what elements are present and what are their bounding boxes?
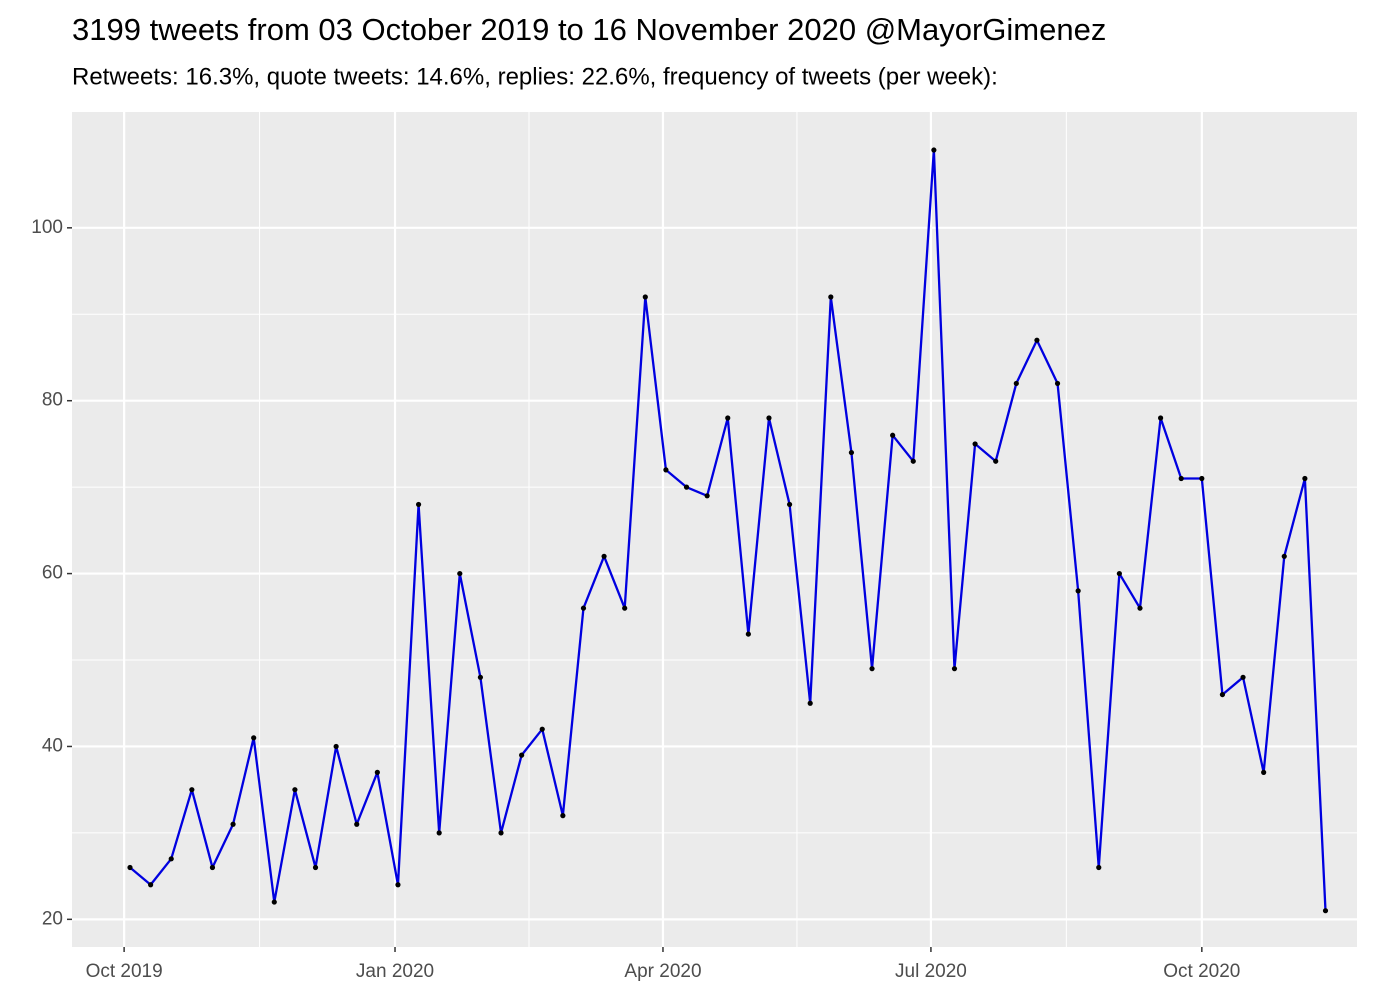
- y-tick-label: 20: [42, 908, 63, 929]
- data-point: [1096, 864, 1102, 871]
- data-point: [168, 856, 174, 862]
- x-tick-label: Jan 2020: [356, 961, 434, 982]
- data-point: [230, 821, 236, 827]
- data-point: [972, 441, 978, 447]
- data-point: [890, 432, 896, 438]
- data-point: [1157, 415, 1164, 421]
- data-point: [1261, 769, 1267, 775]
- plot-panel: [72, 112, 1357, 947]
- data-point: [1013, 380, 1019, 387]
- data-point: [354, 821, 360, 827]
- data-point: [601, 553, 607, 559]
- y-tick-label: 40: [42, 735, 63, 756]
- data-point: [477, 674, 484, 680]
- data-point: [148, 882, 154, 888]
- data-point: [395, 882, 401, 888]
- data-point: [642, 294, 648, 300]
- data-point: [725, 415, 731, 421]
- data-point: [951, 666, 958, 672]
- data-point: [1116, 570, 1122, 577]
- data-point: [374, 769, 380, 775]
- data-point: [1281, 553, 1287, 559]
- data-point: [786, 501, 793, 508]
- x-tick-label: Apr 2020: [624, 961, 701, 982]
- data-point: [415, 501, 422, 508]
- y-tick-label: 60: [42, 563, 63, 584]
- data-point: [457, 570, 463, 577]
- data-point: [993, 458, 999, 464]
- y-tick-label: 80: [42, 390, 63, 411]
- data-point: [1219, 691, 1226, 698]
- data-point: [745, 631, 751, 637]
- data-point: [127, 864, 133, 871]
- data-point: [1137, 605, 1143, 611]
- data-point: [333, 743, 339, 750]
- chart-subtitle: Retweets: 16.3%, quote tweets: 14.6%, re…: [72, 63, 998, 90]
- data-point: [931, 147, 937, 153]
- x-tick-label: Oct 2019: [86, 961, 163, 982]
- data-point: [910, 458, 916, 464]
- data-point: [519, 752, 525, 758]
- data-point: [251, 735, 257, 741]
- data-point: [1199, 475, 1205, 482]
- data-point: [622, 605, 628, 611]
- data-point: [1302, 475, 1308, 482]
- chart-title: 3199 tweets from 03 October 2019 to 16 N…: [72, 12, 1106, 47]
- data-point: [312, 864, 319, 871]
- x-tick-label: Jul 2020: [895, 961, 967, 982]
- data-point: [828, 294, 834, 300]
- data-point: [498, 830, 504, 836]
- data-point: [1054, 380, 1061, 387]
- data-point: [869, 666, 875, 672]
- data-point: [539, 726, 545, 732]
- data-point: [209, 864, 216, 871]
- data-point: [436, 830, 442, 836]
- data-point: [704, 493, 710, 499]
- data-point: [1075, 588, 1081, 594]
- data-point: [580, 605, 587, 611]
- data-point: [560, 813, 566, 819]
- data-point: [271, 899, 277, 905]
- data-point: [1178, 475, 1184, 482]
- data-point: [1322, 908, 1329, 914]
- data-point: [1240, 674, 1246, 680]
- x-tick-label: Oct 2020: [1163, 961, 1240, 982]
- data-point: [766, 415, 772, 421]
- data-point: [1034, 337, 1040, 343]
- data-point: [848, 449, 855, 456]
- y-tick-label: 100: [31, 217, 63, 238]
- data-point: [663, 467, 669, 473]
- data-point: [807, 700, 813, 706]
- data-point: [189, 787, 195, 793]
- data-point: [292, 787, 298, 793]
- data-point: [683, 484, 690, 490]
